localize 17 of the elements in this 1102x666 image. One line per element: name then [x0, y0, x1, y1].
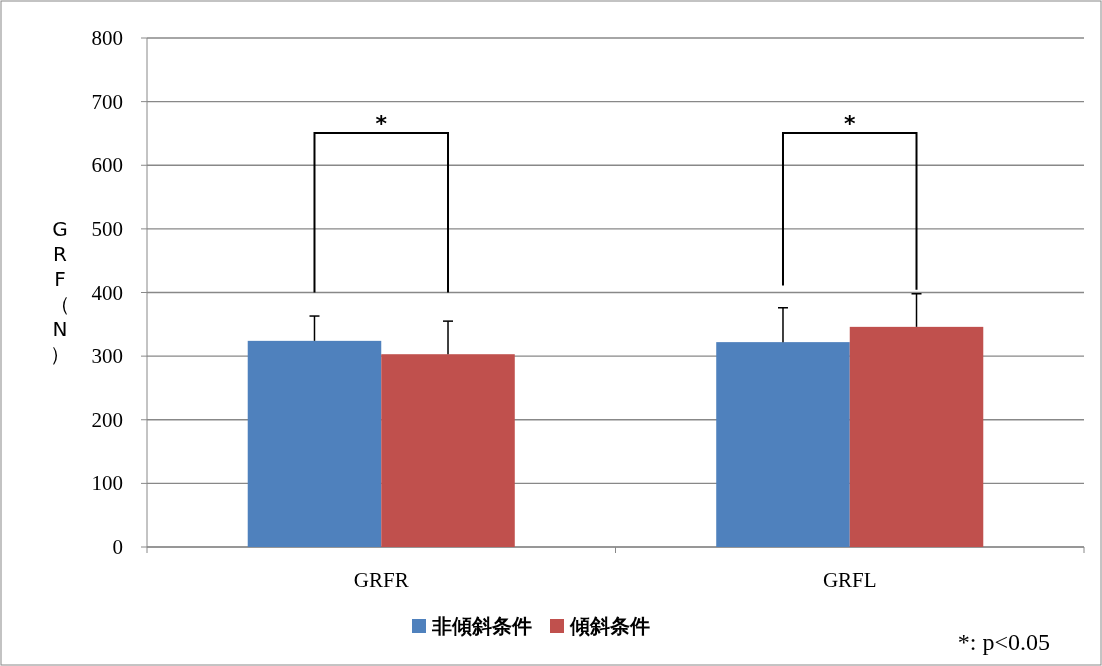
- y-tick-label: 200: [91, 407, 123, 432]
- legend-label: 傾斜条件: [569, 614, 650, 638]
- annotation: *: [375, 111, 388, 136]
- x-tick-label: GRFR: [353, 568, 409, 592]
- y-tick-label: 500: [91, 216, 123, 241]
- y-tick-label: 400: [91, 280, 123, 305]
- legend-label: 非傾斜条件: [431, 614, 532, 638]
- y-tick-label: 300: [91, 344, 123, 369]
- y-tick-label: 0: [112, 535, 123, 559]
- y-tick-label: 100: [91, 471, 123, 496]
- y-tick-label: 600: [91, 153, 123, 178]
- y-tick-label: 800: [91, 26, 123, 50]
- x-tick-label: GRFL: [822, 568, 877, 592]
- y-tick-label: 700: [91, 89, 123, 114]
- annotation: *: [843, 111, 856, 136]
- y-axis-title: GRF（N）: [50, 216, 70, 366]
- text: *: p<0.05: [957, 629, 1050, 655]
